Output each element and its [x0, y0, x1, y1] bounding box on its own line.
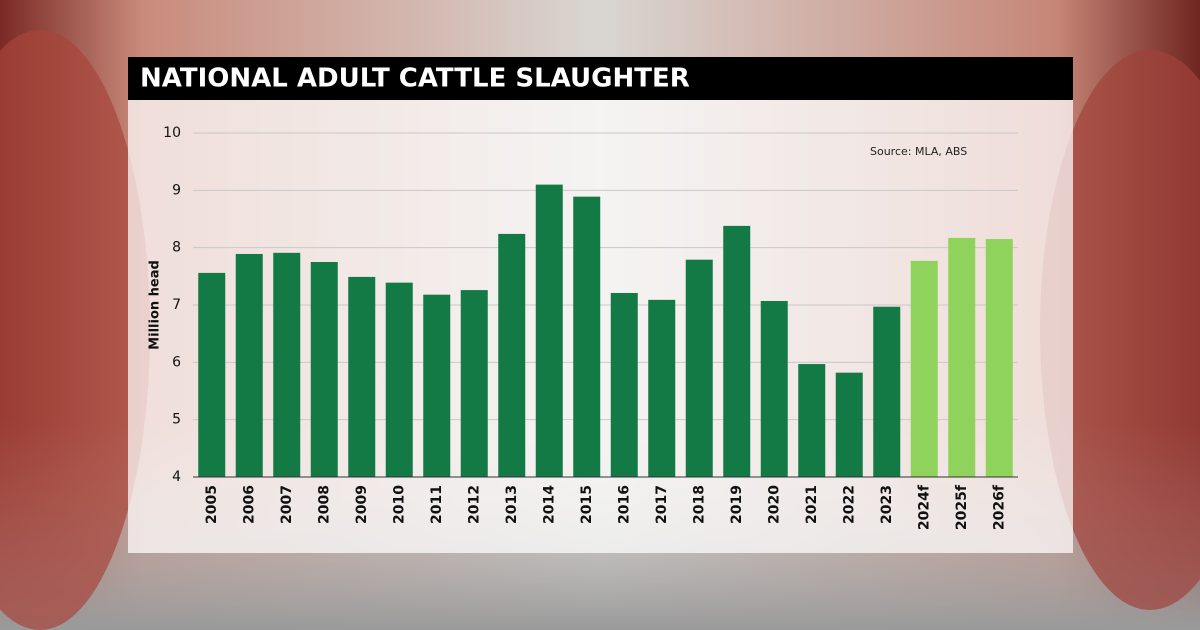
x-tick-label: 2025f	[954, 484, 970, 530]
bar	[798, 364, 826, 477]
y-tick-label: 4	[172, 469, 181, 485]
x-tick-label: 2014	[541, 485, 557, 524]
x-tick-label: 2010	[391, 485, 407, 524]
chart-title: NATIONAL ADULT CATTLE SLAUGHTER	[140, 64, 690, 94]
x-tick-label: 2009	[354, 485, 370, 524]
x-tick-label: 2019	[729, 485, 745, 524]
bar	[273, 252, 301, 477]
title-bar	[128, 57, 1073, 100]
x-tick-label: 2012	[466, 485, 482, 524]
bar	[348, 276, 376, 477]
x-tick-label: 2020	[766, 485, 782, 524]
x-tick-label: 2023	[879, 485, 895, 524]
x-tick-label: 2026f	[991, 484, 1007, 530]
bar	[573, 196, 601, 477]
bar	[423, 294, 451, 477]
y-tick-label: 7	[172, 297, 181, 313]
y-axis-label: Million head	[148, 260, 163, 350]
x-tick-label: 2021	[804, 485, 820, 524]
x-tick-label: 2024f	[916, 484, 932, 530]
x-tick-label: 2008	[316, 485, 332, 524]
source-note: Source: MLA, ABS	[870, 145, 967, 158]
y-tick-label: 8	[172, 240, 181, 256]
background-carcass	[0, 30, 150, 630]
bar	[910, 260, 938, 477]
bar	[985, 239, 1013, 477]
x-tick-label: 2013	[504, 485, 520, 524]
bar	[948, 237, 976, 477]
bar	[648, 299, 676, 477]
y-tick-label: 9	[172, 182, 181, 198]
y-tick-label: 10	[163, 125, 181, 141]
bar	[535, 184, 563, 477]
bar	[610, 292, 638, 477]
bar	[198, 272, 226, 477]
bar	[235, 253, 263, 477]
x-tick-label: 2016	[616, 485, 632, 524]
bar	[760, 300, 788, 477]
x-tick-label: 2018	[691, 485, 707, 524]
bar	[498, 233, 526, 477]
background-carcass	[1040, 50, 1200, 610]
x-tick-label: 2011	[429, 485, 445, 524]
x-tick-label: 2022	[841, 485, 857, 524]
bar	[460, 290, 488, 477]
bar	[685, 259, 713, 477]
x-tick-label: 2015	[579, 485, 595, 524]
x-tick-label: 2005	[204, 485, 220, 524]
x-tick-label: 2007	[279, 485, 295, 524]
x-tick-label: 2006	[241, 485, 257, 524]
bar	[723, 225, 751, 477]
bar	[310, 262, 338, 477]
y-tick-label: 5	[172, 412, 181, 428]
bar	[873, 306, 901, 477]
bar	[835, 372, 863, 477]
y-tick-label: 6	[172, 354, 181, 370]
bar	[385, 282, 413, 477]
x-tick-label: 2017	[654, 485, 670, 524]
